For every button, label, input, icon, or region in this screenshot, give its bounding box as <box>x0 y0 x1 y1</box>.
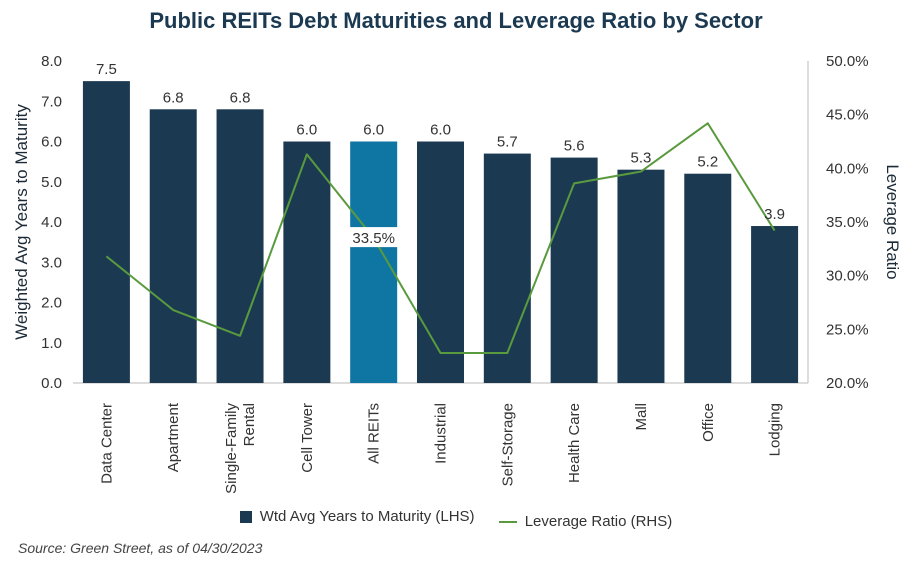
x-tick-label: Single-Family <box>223 403 240 494</box>
bar-value-label: 5.3 <box>631 150 652 167</box>
x-tick-label: Industrial <box>433 403 450 464</box>
y-tick-label: 4.0 <box>41 214 62 231</box>
bar-series <box>82 81 799 384</box>
bar <box>149 109 197 384</box>
bar-value-label: 6.0 <box>363 122 384 139</box>
bar-value-label: 5.2 <box>697 154 718 171</box>
y-tick-label: 6.0 <box>41 134 62 151</box>
legend-item-bars: Wtd Avg Years to Maturity (LHS) <box>239 508 475 525</box>
x-tick-label: Cell Tower <box>299 403 316 473</box>
y2-tick-label: 50.0% <box>826 53 869 70</box>
y-tick-label: 8.0 <box>41 53 62 70</box>
data-labels: 7.5 6.8 6.8 6.0 6.0 6.0 5.7 5.6 5.3 5.2 3.9 33.5% <box>96 61 785 248</box>
legend-label-bars: Wtd Avg Years to Maturity (LHS) <box>259 508 475 525</box>
y-tick-label: 7.0 <box>41 93 62 110</box>
bar <box>417 141 464 383</box>
y-tick-label: 0.0 <box>41 375 62 392</box>
x-tick-label: Health Care <box>566 403 583 483</box>
bar-value-label: 3.9 <box>764 206 785 223</box>
y2-tick-label: 30.0% <box>826 268 869 285</box>
x-tick-label: Self-Storage <box>499 403 516 486</box>
y2-tick-label: 45.0% <box>826 107 869 124</box>
bar <box>684 173 732 383</box>
y2-axis-title: Leverage Ratio <box>883 164 902 279</box>
bar <box>350 141 398 383</box>
chart-title: Public REITs Debt Maturities and Leverag… <box>149 8 763 33</box>
y2-tick-label: 35.0% <box>826 214 869 231</box>
y2-tick-label: 25.0% <box>826 321 869 338</box>
bar-value-label: 6.0 <box>296 122 317 139</box>
bar <box>550 157 598 383</box>
source-note: Source: Green Street, as of 04/30/2023 <box>18 540 263 556</box>
axes: 0.0 1.0 2.0 3.0 4.0 5.0 6.0 7.0 8.0 20.0% 25.0% 30.… <box>12 53 902 494</box>
legend-item-line: Leverage Ratio (RHS) <box>498 513 673 530</box>
bar-value-label: 5.7 <box>497 134 518 151</box>
legend: Wtd Avg Years to Maturity (LHS) Leverage… <box>0 508 912 530</box>
bar <box>216 109 264 384</box>
y-tick-label: 1.0 <box>41 335 62 352</box>
bar <box>751 226 799 383</box>
x-tick-label: Office <box>700 403 717 442</box>
x-tick-label: Lodging <box>767 403 784 456</box>
bar-value-label: 6.8 <box>230 89 251 106</box>
y-axis-title: Weighted Avg Years to Maturity <box>12 104 31 340</box>
x-tick-label: Apartment <box>165 402 182 472</box>
x-tick-label: Mall <box>633 403 650 431</box>
bar-value-label: 6.0 <box>430 122 451 139</box>
bar <box>617 169 665 383</box>
legend-swatch-bars <box>239 510 252 523</box>
bar-value-label: 5.6 <box>564 138 585 155</box>
x-tick-label: Data Center <box>98 403 115 484</box>
bar <box>82 81 130 383</box>
legend-label-line: Leverage Ratio (RHS) <box>524 513 673 530</box>
y2-tick-label: 20.0% <box>826 375 869 392</box>
y-tick-label: 2.0 <box>41 295 62 312</box>
bar-value-label: 6.8 <box>163 89 184 106</box>
legend-swatch-line <box>498 520 517 523</box>
x-tick-label: All REITs <box>366 403 383 464</box>
bar-value-label: 7.5 <box>96 61 117 78</box>
x-tick-label: Rental <box>241 403 258 446</box>
leverage-line <box>105 122 776 354</box>
y-tick-label: 3.0 <box>41 254 62 271</box>
bar <box>483 153 531 383</box>
y-tick-label: 5.0 <box>41 174 62 191</box>
annotation-box <box>348 227 399 248</box>
y2-tick-label: 40.0% <box>826 160 869 177</box>
line-series <box>105 122 776 354</box>
annotation-label: 33.5% <box>352 230 395 247</box>
bar <box>283 141 331 383</box>
